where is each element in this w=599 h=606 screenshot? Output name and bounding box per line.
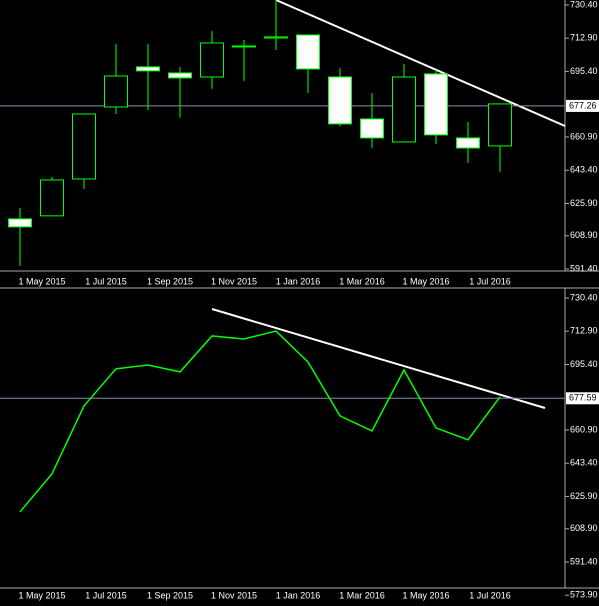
y-tick-label: 643.40 — [570, 165, 598, 175]
candle-body — [40, 179, 64, 217]
y-tick-label: 573.90 — [570, 590, 598, 600]
y-tick-label: 591.40 — [570, 263, 598, 273]
x-tick-label: 1 May 2015 — [18, 276, 65, 286]
x-tick-label: 1 Jul 2015 — [85, 590, 127, 600]
candle-body — [360, 118, 384, 139]
y-tick-label: 712.90 — [570, 33, 598, 43]
y-tick-label: 643.40 — [570, 458, 598, 468]
y-tick-label: 625.90 — [570, 491, 598, 501]
x-tick-label: 1 May 2015 — [18, 590, 65, 600]
candle-body — [264, 36, 288, 39]
x-tick-label: 1 May 2016 — [402, 276, 449, 286]
candle-body — [136, 66, 160, 72]
y-tick-label: 695.40 — [570, 66, 598, 76]
candle-body — [392, 76, 416, 143]
candle-body — [456, 137, 480, 149]
candle-body — [296, 34, 320, 70]
y-tick-label: 591.40 — [570, 556, 598, 566]
y-tick-label: 608.90 — [570, 230, 598, 240]
y-tick-label: 608.90 — [570, 523, 598, 533]
candle-body — [424, 73, 448, 136]
candle-body — [328, 76, 352, 125]
x-tick-label: 1 Jul 2016 — [469, 590, 511, 600]
candle-body — [104, 75, 128, 108]
current-price-label: 677.59 — [569, 393, 597, 403]
x-tick-label: 1 Jul 2016 — [469, 276, 511, 286]
x-tick-label: 1 Jan 2016 — [276, 276, 321, 286]
price-line — [19, 330, 501, 513]
candle-body — [72, 113, 96, 180]
x-tick-label: 1 May 2016 — [402, 590, 449, 600]
x-tick-label: 1 Jul 2015 — [85, 276, 127, 286]
x-tick-label: 1 Jan 2016 — [276, 590, 321, 600]
y-tick-label: 730.40 — [570, 292, 598, 302]
x-tick-label: 1 Sep 2015 — [147, 276, 193, 286]
candle-body — [168, 72, 192, 79]
y-tick-label: 660.90 — [570, 424, 598, 434]
y-tick-label: 712.90 — [570, 326, 598, 336]
x-tick-label: 1 Nov 2015 — [211, 590, 257, 600]
trend-line — [275, 0, 566, 127]
current-price-box — [566, 99, 599, 112]
candle-body — [232, 45, 256, 48]
x-tick-label: 1 Sep 2015 — [147, 590, 193, 600]
current-price-label: 677.26 — [569, 100, 597, 110]
y-tick-label: 660.90 — [570, 131, 598, 141]
x-tick-label: 1 Mar 2016 — [339, 276, 385, 286]
x-tick-label: 1 Mar 2016 — [339, 590, 385, 600]
candle-body — [488, 103, 512, 147]
candle-body — [8, 218, 32, 228]
y-tick-label: 625.90 — [570, 198, 598, 208]
y-tick-label: 730.40 — [570, 0, 598, 9]
trend-line — [211, 308, 546, 409]
x-tick-label: 1 Nov 2015 — [211, 276, 257, 286]
current-price-box — [566, 392, 599, 405]
candle-body — [200, 42, 224, 78]
y-tick-label: 695.40 — [570, 359, 598, 369]
